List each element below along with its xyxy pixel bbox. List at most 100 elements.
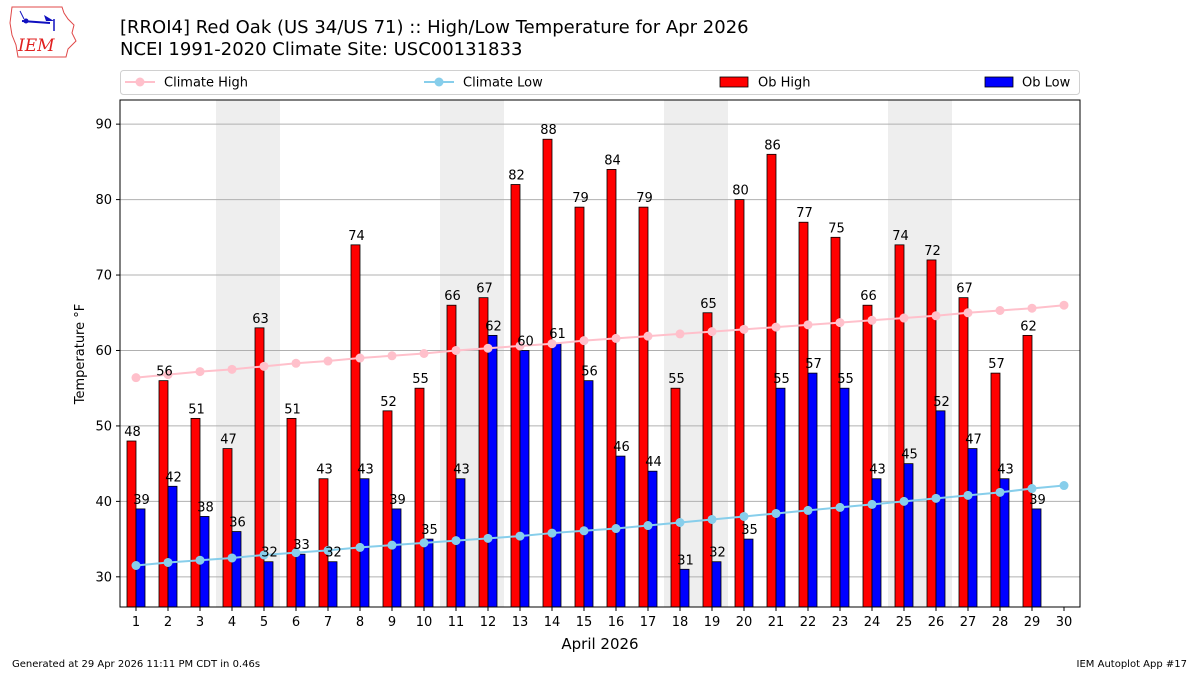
x-tick-label: 1 [132, 615, 140, 630]
climate-high-point [451, 345, 461, 355]
ob-low-bar [519, 350, 530, 608]
ob-high-label: 57 [988, 357, 1005, 372]
plot-area: 3040506070809048395642513847366332513343… [95, 99, 1081, 630]
climate-high-point [643, 331, 653, 341]
climate-high-line [135, 304, 1065, 379]
ob-low-label: 39 [1029, 493, 1046, 508]
legend-climate-high-marker [135, 77, 145, 87]
x-tick-label: 7 [324, 615, 332, 630]
ob-low-bar [743, 538, 754, 608]
climate-high-point [547, 339, 557, 349]
climate-low-point [579, 526, 589, 536]
x-tick-label: 11 [448, 615, 465, 630]
climate-low-point [835, 502, 845, 512]
ob-high-bar [670, 387, 681, 608]
x-tick-label: 12 [480, 615, 497, 630]
ob-low-label: 43 [997, 463, 1014, 478]
ob-low-bar [647, 470, 658, 608]
ob-high-bar [606, 169, 617, 608]
plot-frame [119, 99, 1081, 608]
x-tick-label: 18 [672, 615, 689, 630]
ob-low-bar [839, 387, 850, 608]
climate-low-point [451, 536, 461, 546]
climate-high-point [707, 327, 717, 337]
ob-high-bar [702, 312, 713, 608]
legend-ob-high: Ob High [719, 76, 811, 91]
x-tick-label: 19 [704, 615, 721, 630]
iem-logo: IEM [9, 6, 77, 58]
climate-high-point [579, 336, 589, 346]
ob-high-bar [894, 244, 905, 608]
ob-low-bar [487, 334, 498, 608]
climate-high-point [355, 353, 365, 363]
ob-high-label: 51 [284, 402, 301, 417]
x-tick-label: 10 [416, 615, 433, 630]
app-credit: IEM Autoplot App #17 [1076, 659, 1187, 670]
ob-low-bar [135, 508, 146, 608]
climate-high-point [483, 343, 493, 353]
climate-high-point [611, 333, 621, 343]
climate-high-point [163, 370, 173, 380]
climate-high-point [419, 349, 429, 358]
ob-low-bar [583, 380, 594, 608]
climate-low-point [291, 548, 301, 558]
ob-low-bar [903, 463, 914, 608]
ob-low-label: 36 [229, 516, 246, 531]
ob-high-label: 51 [188, 402, 205, 417]
y-tick-label: 80 [95, 193, 112, 208]
x-tick-label: 22 [800, 615, 817, 630]
ob-low-bar [263, 561, 274, 608]
climate-high-point [387, 351, 397, 361]
ob-high-label: 67 [956, 282, 973, 297]
ob-high-bar [158, 380, 169, 608]
ob-high-bar [510, 184, 521, 608]
ob-high-bar [830, 236, 841, 608]
ob-high-bar [958, 297, 969, 608]
x-tick-label: 24 [864, 615, 881, 630]
legend-ob-high-label: Ob High [758, 76, 811, 91]
title-line-1: [RROI4] Red Oak (US 34/US 71) :: High/Lo… [120, 17, 749, 38]
climate-low-point [323, 545, 333, 555]
climate-low-point [867, 499, 877, 509]
ob-low-bar [551, 342, 562, 608]
climate-high-point [131, 373, 141, 383]
climate-high-point [227, 364, 237, 374]
x-tick-label: 26 [928, 615, 945, 630]
ob-low-bar [423, 538, 434, 608]
climate-low-point [1059, 481, 1069, 491]
ob-low-label: 47 [965, 433, 982, 448]
ob-high-bar [574, 206, 585, 608]
climate-low-point [387, 540, 397, 550]
climate-high-point [675, 329, 685, 339]
ob-high-bar [862, 304, 873, 608]
x-tick-label: 23 [832, 615, 849, 630]
climate-low-point [771, 508, 781, 518]
ob-low-bar [679, 568, 690, 608]
ob-high-label: 72 [924, 244, 941, 259]
climate-high-point [995, 305, 1005, 315]
climate-high-point [291, 358, 301, 368]
legend-climate-high-label: Climate High [164, 76, 248, 91]
ob-low-label: 44 [645, 455, 662, 470]
ob-high-bar [318, 478, 329, 608]
ob-low-label: 39 [133, 493, 150, 508]
legend-frame [120, 70, 1080, 95]
ob-high-bar [414, 387, 425, 608]
ob-high-label: 77 [796, 206, 813, 221]
climate-low-point [131, 561, 141, 571]
ob-high-bar [734, 199, 745, 608]
climate-low-point [707, 514, 717, 524]
ob-low-label: 32 [709, 546, 726, 561]
ob-high-label: 62 [1020, 319, 1037, 334]
ob-high-bar [382, 410, 393, 608]
x-tick-label: 30 [1056, 615, 1073, 630]
x-tick-label: 28 [992, 615, 1009, 630]
ob-low-bar [295, 553, 306, 608]
y-tick-label: 30 [95, 570, 112, 585]
ob-high-label: 48 [124, 425, 141, 440]
climate-high-point [963, 308, 973, 318]
ob-high-label: 74 [348, 229, 365, 244]
ob-low-label: 57 [805, 357, 822, 372]
ob-high-label: 75 [828, 221, 845, 236]
